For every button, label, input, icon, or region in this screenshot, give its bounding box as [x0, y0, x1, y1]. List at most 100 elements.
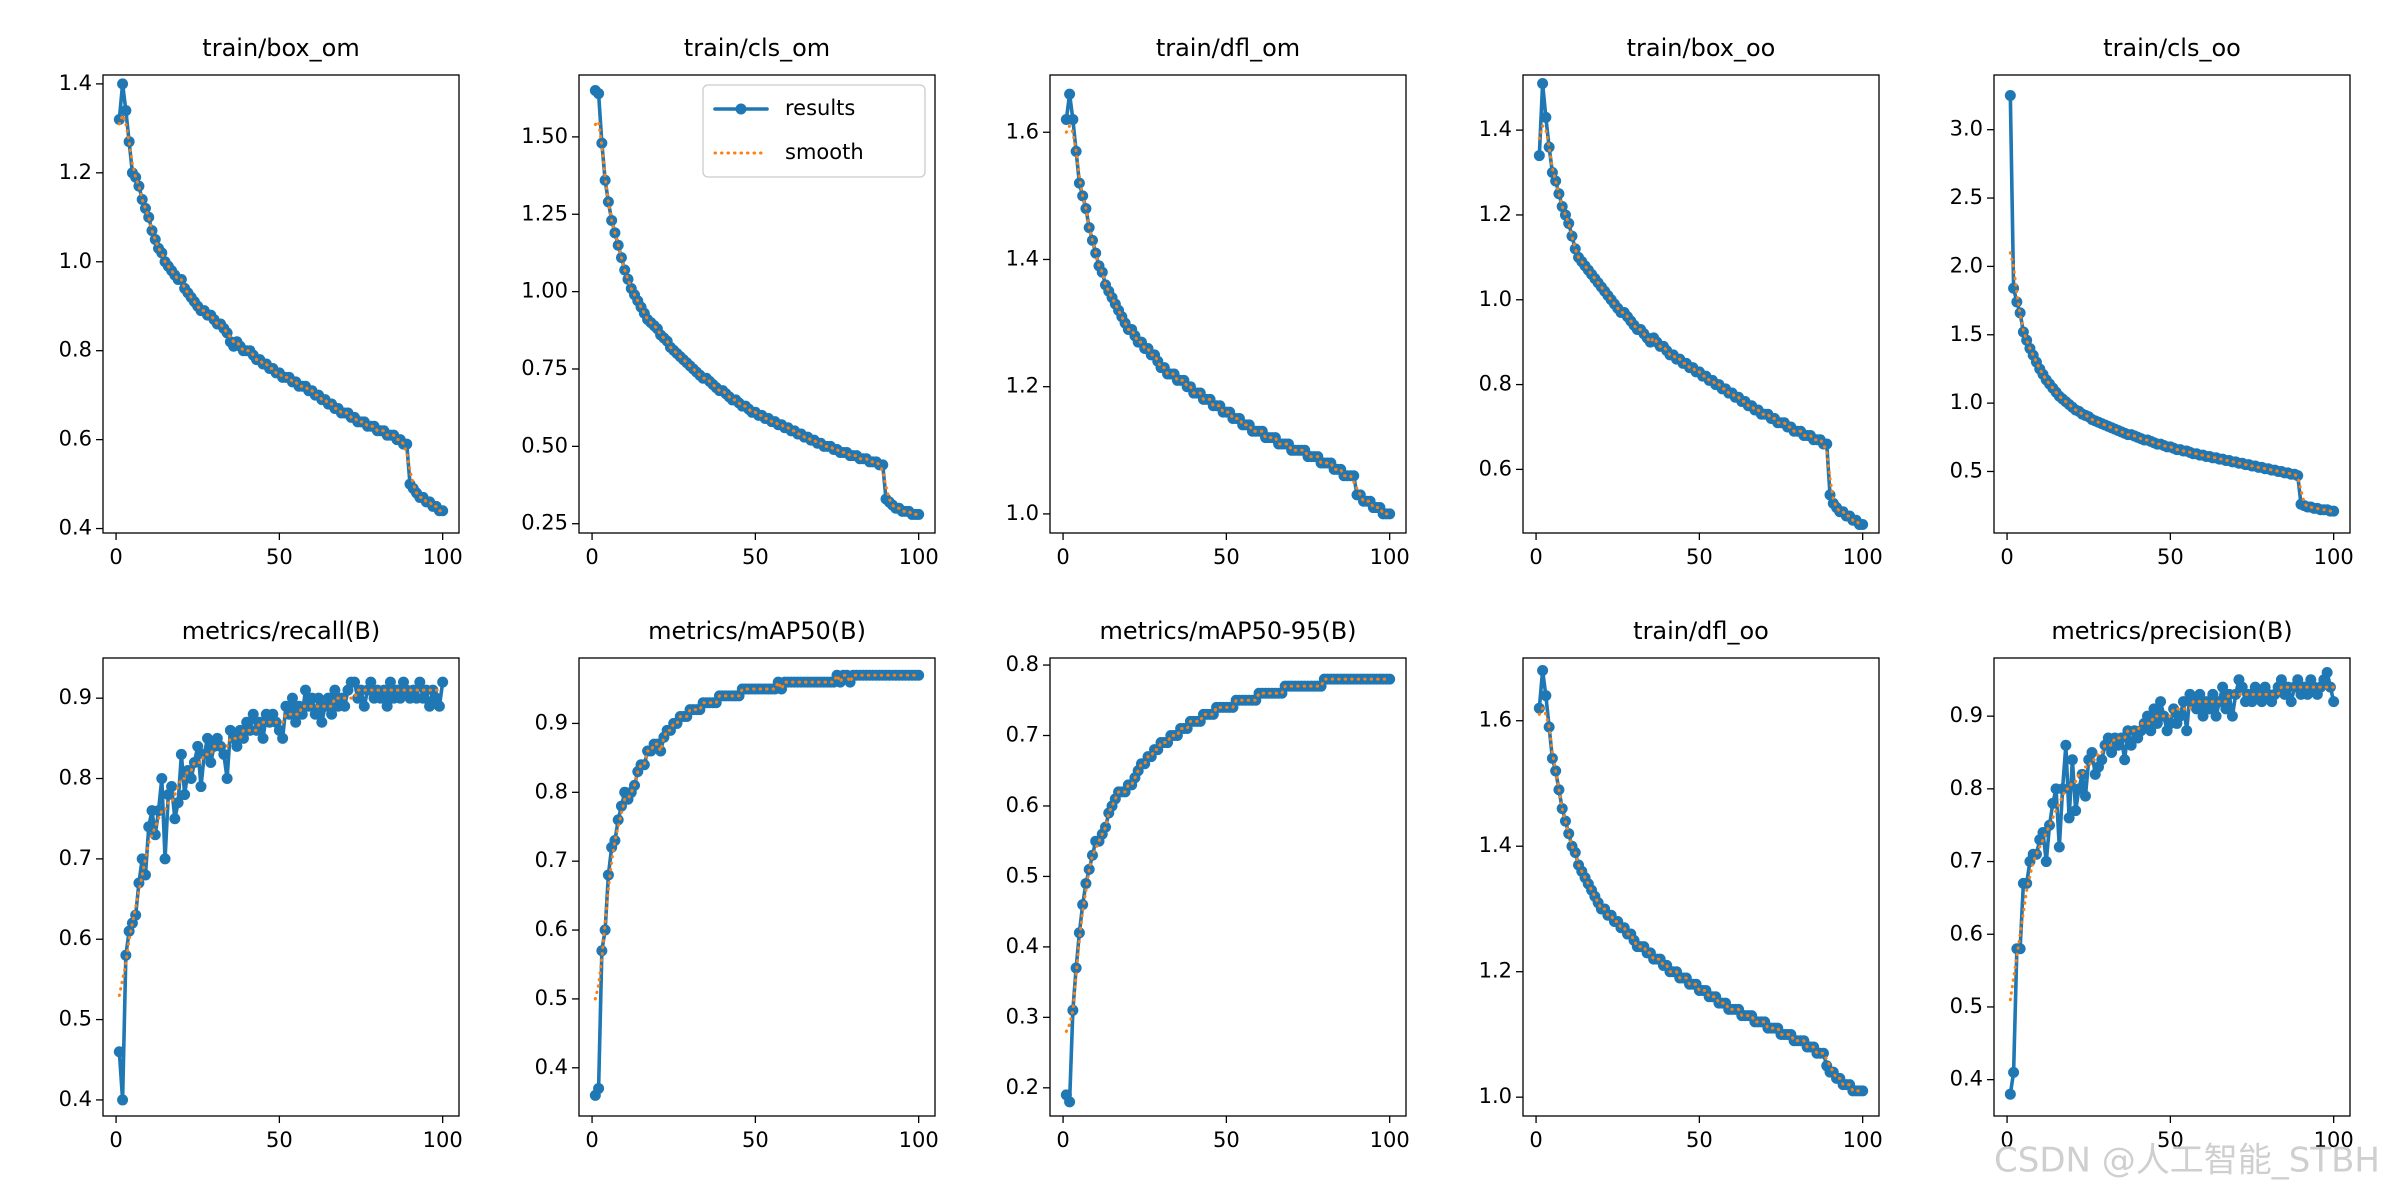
x-tick-label: 0 — [585, 1128, 598, 1152]
series-marker — [622, 273, 634, 285]
series-marker — [1533, 150, 1545, 162]
x-tick-label: 100 — [423, 1128, 463, 1152]
series-marker — [277, 732, 289, 744]
series-marker — [2096, 754, 2108, 766]
series-marker — [1540, 690, 1552, 702]
y-tick-label: 1.25 — [521, 201, 568, 225]
legend-marker — [735, 103, 747, 115]
subplot-title: train/dfl_oo — [1633, 617, 1769, 645]
series-marker — [120, 949, 132, 961]
series-marker — [1064, 1096, 1076, 1108]
axes-frame — [578, 74, 936, 534]
series-marker — [2004, 90, 2016, 102]
y-tick-label: 1.50 — [521, 124, 568, 148]
series-line — [117, 113, 445, 513]
series-marker — [2044, 819, 2056, 831]
series-marker — [313, 692, 325, 704]
series-marker — [1857, 1085, 1869, 1097]
y-tick-label: 0.7 — [535, 848, 568, 872]
series-marker — [2321, 667, 2333, 679]
series-marker — [296, 708, 308, 720]
series-line — [117, 688, 445, 997]
legend: results smooth — [702, 84, 926, 178]
series-marker — [202, 732, 214, 744]
x-tick-label: 0 — [1056, 545, 1069, 569]
y-tick-label: 0.7 — [1006, 723, 1039, 747]
series-marker — [2292, 674, 2304, 686]
series-marker — [257, 732, 269, 744]
series-marker — [2063, 812, 2075, 824]
plot-area — [1060, 88, 1396, 520]
plot-area — [1533, 77, 1869, 531]
series-marker — [322, 692, 334, 704]
series-marker — [149, 829, 161, 841]
y-tick-label: 0.5 — [1950, 994, 1983, 1018]
series-marker — [2230, 688, 2242, 700]
axes-frame — [578, 657, 936, 1117]
series-marker — [913, 508, 925, 520]
series-marker — [195, 781, 207, 793]
x-tick-label: 0 — [585, 545, 598, 569]
y-tick-label: 3.0 — [1950, 117, 1983, 141]
series-marker — [286, 692, 298, 704]
series-marker — [913, 669, 925, 681]
series-marker — [1064, 88, 1076, 100]
y-tick-label: 1.4 — [1006, 246, 1039, 270]
subplot-title: metrics/recall(B) — [182, 617, 380, 645]
series-marker — [437, 676, 449, 688]
series-marker — [2066, 754, 2078, 766]
y-tick-label: 0.8 — [535, 779, 568, 803]
series-marker — [309, 708, 321, 720]
series-marker — [2004, 1088, 2016, 1100]
subplot-title: train/box_oo — [1627, 34, 1776, 62]
series-marker — [2070, 805, 2082, 817]
x-tick-label: 100 — [2314, 1128, 2354, 1152]
series-marker — [221, 773, 233, 785]
series-line — [1064, 677, 1392, 1033]
y-tick-label: 1.4 — [1479, 833, 1512, 857]
series-marker — [120, 105, 132, 117]
subplot-title: train/dfl_om — [1156, 34, 1300, 62]
axes-frame — [1522, 74, 1880, 534]
y-tick-label: 0.9 — [1950, 703, 1983, 727]
x-tick-label: 50 — [1213, 545, 1240, 569]
series-marker — [2119, 754, 2131, 766]
series-marker — [2115, 732, 2127, 744]
y-tick-label: 0.5 — [1006, 863, 1039, 887]
x-tick-label: 100 — [899, 545, 939, 569]
series-marker — [2021, 877, 2033, 889]
series-marker — [2145, 725, 2157, 737]
series-marker — [326, 708, 338, 720]
y-tick-label: 1.2 — [1006, 374, 1039, 398]
series-marker — [599, 924, 611, 936]
series-marker — [424, 700, 436, 712]
series-marker — [290, 716, 302, 728]
series-marker — [2220, 703, 2232, 715]
series-marker — [877, 459, 889, 471]
series-marker — [1563, 217, 1575, 229]
series-marker — [1566, 230, 1578, 242]
y-tick-label: 1.4 — [1479, 117, 1512, 141]
y-tick-label: 2.5 — [1950, 185, 1983, 209]
series-marker — [437, 505, 449, 517]
y-tick-label: 1.6 — [1479, 708, 1512, 732]
series-marker — [2328, 505, 2340, 517]
y-tick-label: 1.0 — [59, 249, 92, 273]
series-marker — [2047, 797, 2059, 809]
series-marker — [2125, 739, 2137, 751]
series-marker — [123, 136, 135, 148]
watermark: CSDN @人工智能_STBH — [1994, 1141, 2380, 1181]
subplot-title: train/box_om — [202, 34, 359, 62]
series-marker — [2181, 725, 2193, 737]
series-marker — [1067, 114, 1079, 126]
series-line — [593, 673, 921, 1001]
y-tick-label: 0.9 — [59, 685, 92, 709]
x-tick-label: 0 — [1529, 1128, 1542, 1152]
axes-frame — [1049, 657, 1407, 1117]
y-tick-label: 0.6 — [1950, 921, 1983, 945]
series-marker — [153, 805, 165, 817]
series-marker — [1067, 1004, 1079, 1016]
legend-label: results — [785, 96, 855, 120]
series-marker — [2060, 739, 2072, 751]
